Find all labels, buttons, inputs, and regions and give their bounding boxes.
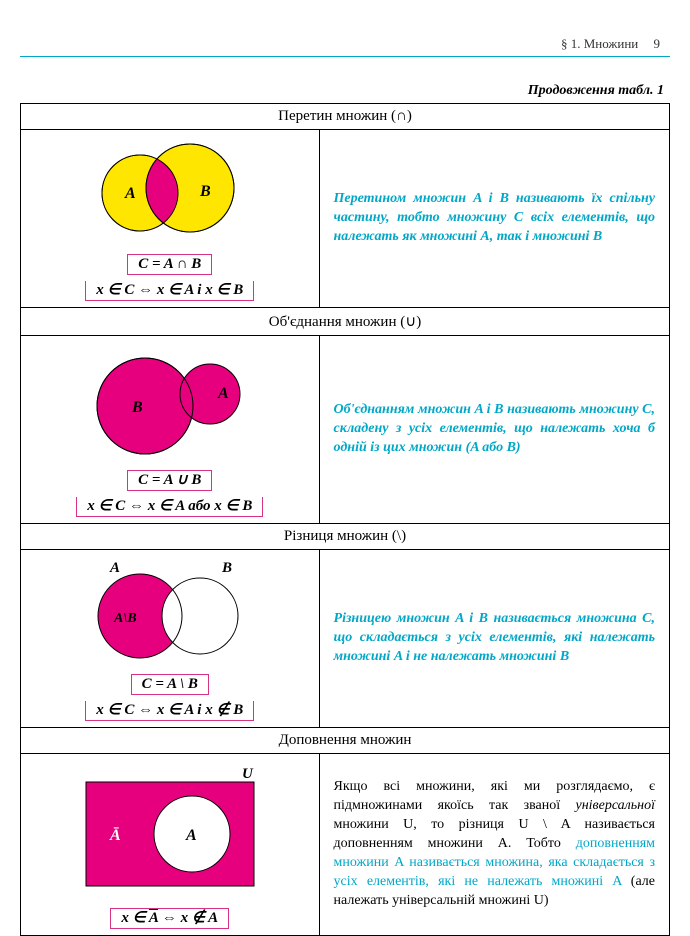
formula-intersection-2: x ∈ C ⇔ x ∈ A і x ∈ B <box>85 281 254 301</box>
formula-difference-1: C = A \ B <box>131 674 209 695</box>
svg-text:U: U <box>242 766 254 782</box>
table-continuation: Продовження табл. 1 <box>20 83 670 99</box>
page-number: 9 <box>654 36 661 52</box>
page-header: § 1. Множини 9 <box>20 36 670 57</box>
svg-text:A: A <box>185 827 197 844</box>
diagram-cell-difference: A B A\B C = A \ B x ∈ C ⇔ x ∈ A і x ∉ B <box>21 550 320 728</box>
svg-text:A: A <box>109 560 120 576</box>
formula-difference-2: x ∈ C ⇔ x ∈ A і x ∉ B <box>85 701 254 721</box>
definition-intersection: Перетином множин A і B називають їх спіл… <box>319 130 669 308</box>
section-title-union: Об'єднання множин (∪) <box>21 308 670 336</box>
venn-intersection-icon: A B <box>70 138 270 248</box>
definition-difference: Різницею множин A і B називається множин… <box>319 550 669 728</box>
section-title-difference: Різниця множин (\) <box>21 524 670 550</box>
svg-text:B: B <box>221 560 232 576</box>
formula-intersection-1: C = A ∩ B <box>127 254 212 275</box>
svg-text:B: B <box>199 183 211 200</box>
svg-text:Ā: Ā <box>109 825 121 844</box>
definition-union: Об'єднанням множин A і B називають множи… <box>319 336 669 524</box>
section-title-complement: Доповнення множин <box>21 728 670 754</box>
svg-text:B: B <box>131 399 143 416</box>
diagram-cell-complement: U A Ā x ∈ A ⇔ x ∉ A <box>21 754 320 936</box>
section-ref: § 1. Множини <box>561 36 638 51</box>
formula-complement-1: x ∈ A ⇔ x ∉ A <box>110 908 229 929</box>
venn-difference-icon: A B A\B <box>70 558 270 668</box>
formula-union-2: x ∈ C ⇔ x ∈ A або x ∈ B <box>76 497 263 517</box>
svg-text:A: A <box>217 385 229 402</box>
diagram-cell-union: B A C = A ∪ B x ∈ C ⇔ x ∈ A або x ∈ B <box>21 336 320 524</box>
svg-text:A: A <box>124 185 136 202</box>
definition-complement: Якщо всі множини, які ми розглядаємо, є … <box>319 754 669 936</box>
diagram-cell-intersection: A B C = A ∩ B x ∈ C ⇔ x ∈ A і x ∈ B <box>21 130 320 308</box>
complement-icon: U A Ā <box>70 762 270 902</box>
formula-union-1: C = A ∪ B <box>127 470 212 491</box>
venn-union-icon: B A <box>70 344 270 464</box>
section-title-intersection: Перетин множин (∩) <box>21 104 670 130</box>
svg-text:A\B: A\B <box>113 611 137 626</box>
set-operations-table: Перетин множин (∩) A B <box>20 103 670 936</box>
